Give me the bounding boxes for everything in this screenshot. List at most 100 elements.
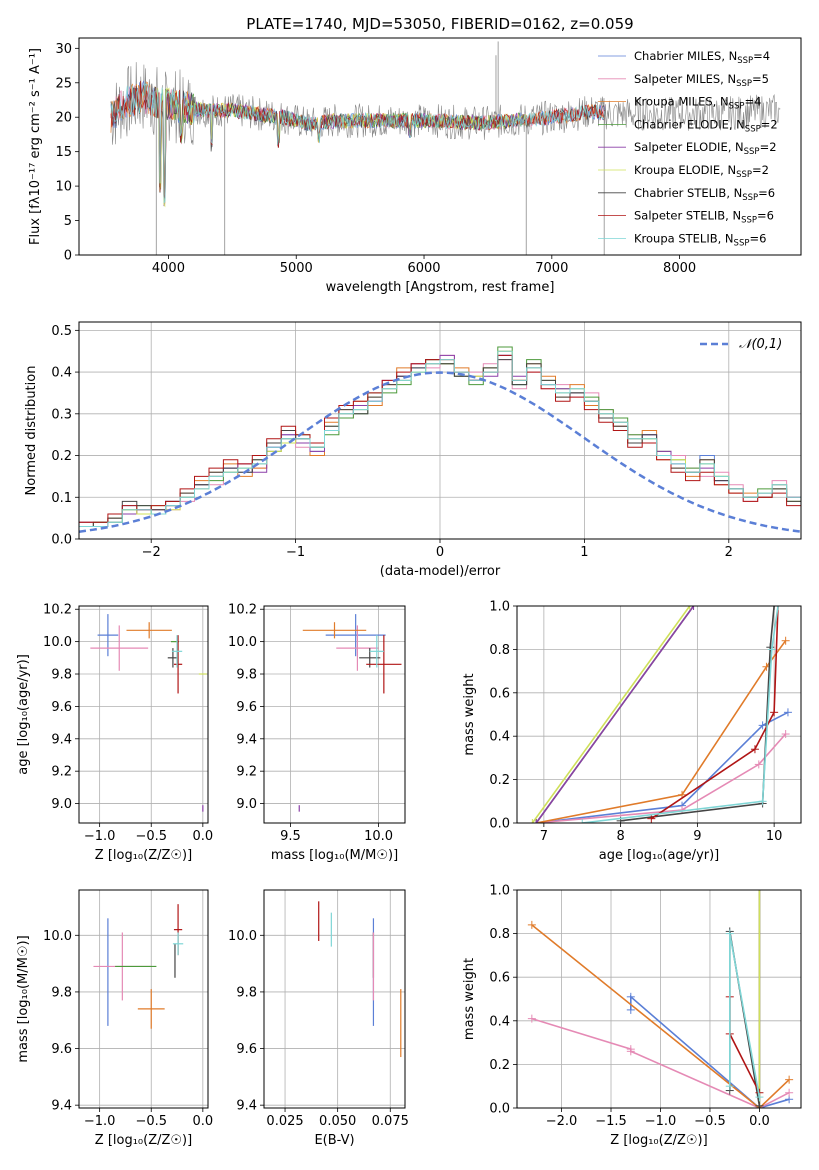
y-tick-label: 9.6 [236,1042,257,1057]
y-tick-label: 5 [64,214,72,229]
y-tick-label: 0.4 [51,366,72,381]
x-tick-label: −1.0 [645,1114,677,1129]
spectrum-legend: Chabrier MILES, NSSP=4 Salpeter MILES, NS… [598,49,778,248]
residuals-axes: −2 −1 0 1 2 0.0 0.1 0.2 0.3 0.4 0.5 (data-model)/er… [24,322,801,579]
x-tick-label: −1.5 [595,1114,627,1129]
cumulative-marker [754,760,763,769]
errorbar-point [173,635,183,694]
x-axis-label: wavelength [Angstrom, rest frame] [326,280,555,295]
x-tick-label: 2 [725,545,733,560]
y-tick-label: 9.4 [236,1099,257,1114]
y-tick-label: 10.0 [43,635,72,650]
errorbar-point [137,989,165,1029]
x-tick-label: 0 [436,545,444,560]
x-axis-label: age [log₁₀(age/yr)] [599,848,720,863]
cumulative-marker [626,992,635,1001]
y-axis-label: age [log₁₀(age/yr)] [16,654,31,775]
y-tick-label: 0.2 [489,1058,510,1073]
y-tick-label: 0.1 [51,491,72,506]
cumulative-marker [689,606,698,610]
x-tick-label: 0.025 [266,1114,303,1129]
errorbar-point [126,622,172,639]
x-tick-label: 7000 [535,261,568,276]
cumulative-marker [758,797,767,806]
spectrum-axes: 4000 5000 6000 7000 8000 0 5 10 15 20 25 30 waveleng… [28,42,696,295]
residuals-plot-area [79,346,801,533]
x-tick-label: 6000 [407,261,440,276]
y-tick-label: 1.0 [489,600,510,615]
cumulative_mass_age-plot-area [528,606,792,823]
x-tick-label: 10.0 [364,829,393,844]
y-axis-label: Flux [fλ10⁻¹⁷ erg cm⁻² s⁻¹ A⁻¹] [28,48,43,245]
x-tick-label: 0.0 [192,1114,213,1129]
cumulative-marker [626,1005,635,1014]
cumulative-marker [781,730,790,739]
x-tick-label: 8000 [663,261,696,276]
legend-entry: Chabrier STELIB, NSSP=6 [634,186,775,203]
spectrum-plot-area [110,41,781,255]
cumulative-marker [755,1093,764,1102]
y-tick-label: 0.6 [489,971,510,986]
x-tick-label: −0.5 [694,1114,726,1129]
x-tick-label: 7 [540,829,548,844]
age_vs_Z-frame [78,605,209,824]
cumulative-line-salpeter_miles [536,733,787,823]
y-tick-label: 9.4 [51,732,72,747]
y-tick-label: 10.2 [228,603,257,618]
cumulative-line-kroupa_stelib [729,933,761,1098]
cumulative-marker [725,1082,734,1091]
x-tick-label: 1 [580,545,588,560]
errorbar-point [171,635,183,668]
x-tick-label: −2.0 [546,1114,578,1129]
residuals-frame [78,321,802,540]
y-axis-label: mass weight [462,958,477,1040]
cumulative-marker [685,606,694,610]
cumulative_mass_Z-frame [516,889,802,1109]
y-tick-label: 10.0 [228,635,257,650]
cumulative-marker [527,1014,536,1023]
errorbar-point [325,614,386,657]
gaussian-curve [79,371,801,533]
cumulative-line-kroupa_elodie [531,606,691,823]
y-tick-label: 9.8 [236,668,257,683]
y-axis-label: mass [log₁₀(M/M☉)] [16,935,31,1062]
x-tick-label: 0.0 [192,829,213,844]
x-axis-label: mass [log₁₀(M/M☉)] [271,848,398,863]
mass_vs_EBV-axes: 0.025 0.050 0.075 9.4 9.6 9.8 10.0 E(B-V) [228,890,409,1148]
cumulative-line-chabrier_miles [630,995,790,1108]
y-tick-label: 0.0 [489,1102,510,1117]
y-tick-label: 0.2 [51,449,72,464]
errorbar-point [369,635,384,668]
cumulative-marker [755,890,764,894]
cumulative-marker [785,1088,794,1097]
cumulative-line-kroupa_miles [531,924,790,1108]
y-tick-label: 0.5 [51,324,72,339]
y-tick-label: 0.4 [489,730,510,745]
age_vs_mass-axes: 9.5 10.0 9.0 9.2 9.4 9.6 9.8 10.0 10.2 mass [log₁… [228,603,405,863]
x-tick-label: 0.075 [372,1114,409,1129]
x-tick-label: 9.5 [280,829,301,844]
x-tick-label: −1.0 [84,1114,116,1129]
x-tick-label: −1 [286,545,305,560]
x-axis-label: Z [log₁₀(Z/Z☉)] [95,1133,192,1148]
y-tick-label: 10.0 [43,929,72,944]
x-tick-label: 4000 [152,261,185,276]
cumulative-line-chabrier_miles [536,711,789,823]
legend-entry: Chabrier MILES, NSSP=4 [634,49,770,66]
y-tick-label: 0.2 [489,773,510,788]
errorbar-point [172,932,184,956]
cumulative-line-kroupa_miles [536,640,787,823]
y-tick-label: 10 [55,180,72,195]
cumulative-marker [527,920,536,929]
errorbar-point [90,625,149,671]
cumulative-line-kroupa_stelib [582,606,779,823]
y-tick-label: 25 [55,76,72,91]
y-tick-label: 0.8 [489,927,510,942]
errorbar-point [302,622,367,639]
legend-entry: Salpeter STELIB, NSSP=6 [634,209,774,226]
cumulative-marker [781,636,790,645]
cumulative-marker [773,606,782,610]
mass_vs_Z-plot-area [93,904,184,1029]
errorbar-point [366,635,402,694]
